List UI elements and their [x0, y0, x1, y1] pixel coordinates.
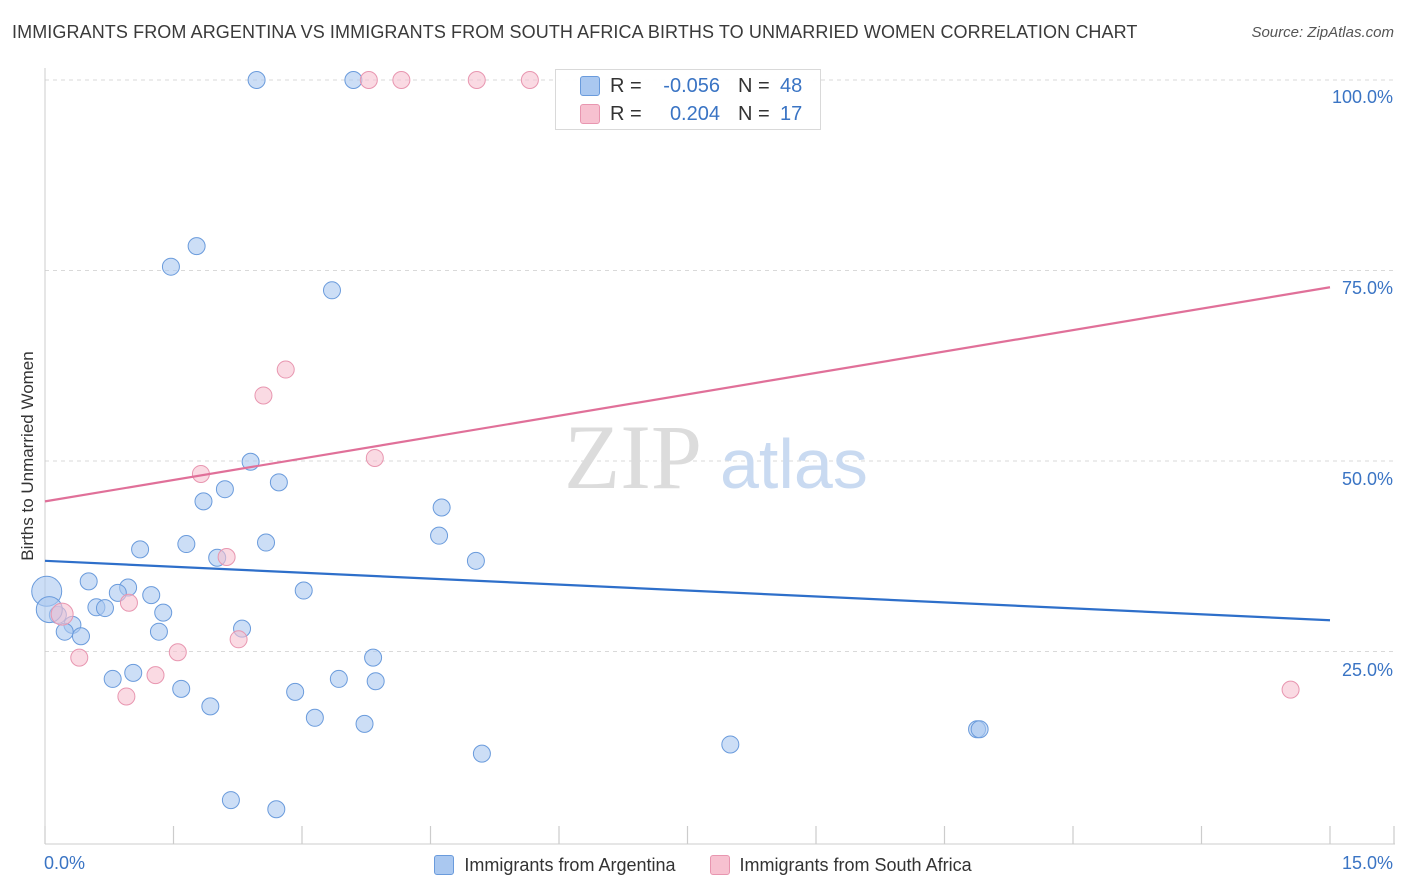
- point-argentina-45: [267, 800, 286, 819]
- point-argentina-6: [269, 473, 288, 492]
- watermark-zip: ZIP: [564, 406, 702, 508]
- stats-swatch-south-africa: [580, 104, 600, 124]
- point-argentina-37: [201, 697, 220, 716]
- point-argentina-26: [55, 622, 74, 641]
- point-argentina-7: [215, 480, 234, 499]
- point-south-africa-10: [50, 602, 74, 626]
- point-south-africa-9: [119, 593, 138, 612]
- point-south-africa-16: [1281, 680, 1300, 699]
- legend-item-south-africa[interactable]: Immigrants from South Africa: [709, 854, 972, 876]
- y-tick-label-1: 75.0%: [1342, 278, 1393, 298]
- stats-row-argentina: R = -0.056 N = 48: [580, 73, 820, 99]
- point-south-africa-6: [365, 448, 384, 467]
- legend-label-south-africa: Immigrants from South Africa: [739, 854, 972, 875]
- point-south-africa-0: [359, 71, 378, 89]
- tick-labels: 100.0% 75.0% 50.0% 25.0% 0.0% 15.0%: [44, 87, 1393, 873]
- trendline-south-africa: [44, 286, 1331, 503]
- grid-lines: [45, 79, 1395, 652]
- stats-n-label: N =: [738, 74, 770, 97]
- point-south-africa-12: [168, 643, 187, 662]
- point-argentina-20: [142, 586, 161, 605]
- point-south-africa-4: [276, 360, 295, 379]
- point-argentina-2: [187, 237, 206, 256]
- point-argentina-23: [154, 603, 173, 622]
- point-argentina-35: [172, 679, 191, 698]
- point-south-africa-5: [254, 386, 273, 405]
- stats-row-south-africa: R = 0.204 N = 17: [580, 101, 820, 127]
- axes: [44, 68, 1395, 845]
- point-south-africa-11: [70, 648, 89, 667]
- point-argentina-33: [103, 669, 122, 688]
- watermark: ZIP atlas: [564, 406, 868, 508]
- point-argentina-9: [432, 498, 451, 517]
- stats-r-value-south-africa: 0.204: [669, 102, 720, 125]
- bottom-legend: Immigrants from Argentina Immigrants fro…: [0, 850, 1406, 880]
- point-argentina-43: [472, 744, 491, 763]
- point-argentina-10: [430, 526, 449, 545]
- stats-n-value-argentina: 48: [780, 74, 803, 97]
- y-axis-label: Births to Unmarried Women: [18, 351, 37, 560]
- trendline-argentina: [44, 559, 1331, 622]
- data-points: [31, 71, 1300, 819]
- point-south-africa-2: [467, 71, 486, 89]
- point-argentina-14: [466, 551, 485, 570]
- y-tick-label-2: 50.0%: [1342, 469, 1393, 489]
- x-tick-label-1: 15.0%: [1342, 853, 1393, 873]
- point-south-africa-3: [520, 71, 539, 89]
- point-argentina-28: [149, 622, 168, 641]
- trend-lines: [44, 286, 1331, 622]
- point-argentina-42: [721, 735, 740, 754]
- point-argentina-30: [364, 648, 383, 667]
- point-argentina-31: [329, 669, 348, 688]
- point-argentina-3: [161, 257, 180, 276]
- source-credit: Source: ZipAtlas.com: [1251, 24, 1394, 41]
- point-argentina-44: [221, 791, 240, 810]
- point-south-africa-1: [392, 71, 411, 89]
- stats-swatch-argentina: [580, 76, 600, 96]
- point-argentina-27: [71, 627, 90, 646]
- point-south-africa-8: [217, 548, 236, 567]
- point-argentina-12: [257, 533, 276, 552]
- point-argentina-13: [131, 540, 150, 559]
- y-tick-label-0: 100.0%: [1332, 87, 1393, 107]
- point-south-africa-14: [146, 666, 165, 685]
- point-argentina-22: [95, 599, 114, 618]
- y-tick-label-3: 25.0%: [1342, 660, 1393, 680]
- point-argentina-1: [344, 71, 363, 89]
- point-argentina-38: [305, 708, 324, 727]
- point-south-africa-15: [117, 687, 136, 706]
- chart-title: IMMIGRANTS FROM ARGENTINA VS IMMIGRANTS …: [12, 22, 1138, 42]
- watermark-atlas: atlas: [720, 425, 868, 503]
- stats-r-label: R =: [610, 102, 642, 125]
- point-argentina-36: [286, 682, 305, 701]
- x-tick-label-0: 0.0%: [44, 853, 85, 873]
- point-argentina-39: [355, 714, 374, 733]
- stats-n-label: N =: [738, 102, 770, 125]
- stats-r-label: R =: [610, 74, 642, 97]
- point-argentina-41: [970, 720, 989, 739]
- legend-label-argentina: Immigrants from Argentina: [464, 854, 676, 875]
- point-argentina-4: [322, 281, 341, 300]
- stats-r-value-argentina: -0.056: [663, 74, 720, 97]
- point-argentina-16: [79, 572, 98, 591]
- legend-swatch-argentina: [434, 855, 455, 875]
- legend-swatch-south-africa: [709, 855, 730, 875]
- stats-n-value-south-africa: 17: [780, 102, 803, 125]
- point-argentina-11: [177, 535, 196, 554]
- point-argentina-19: [294, 581, 313, 600]
- legend-item-argentina[interactable]: Immigrants from Argentina: [434, 854, 676, 876]
- point-argentina-32: [366, 672, 385, 691]
- point-argentina-34: [124, 663, 143, 682]
- point-argentina-8: [194, 492, 213, 511]
- point-argentina-0: [247, 71, 266, 89]
- point-south-africa-13: [229, 630, 248, 649]
- stats-legend: R = -0.056 N = 48 R = 0.204 N = 17: [555, 69, 821, 130]
